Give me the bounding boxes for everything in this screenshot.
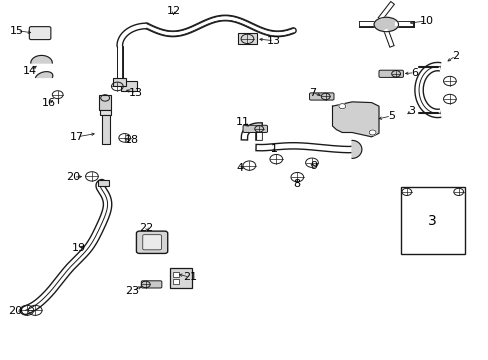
FancyBboxPatch shape [141,281,162,288]
Text: 21: 21 [183,272,196,282]
FancyBboxPatch shape [173,279,179,284]
FancyBboxPatch shape [100,110,111,115]
Text: 9: 9 [310,161,317,171]
Text: 12: 12 [166,6,180,16]
Text: 2: 2 [451,51,458,61]
Ellipse shape [373,17,398,32]
Text: 10: 10 [419,16,432,26]
Text: 20: 20 [66,172,80,182]
Text: 19: 19 [72,243,86,253]
FancyBboxPatch shape [400,187,464,254]
Text: 14: 14 [23,66,37,76]
Text: 3: 3 [407,106,414,116]
Text: 16: 16 [42,98,56,108]
FancyBboxPatch shape [243,125,267,132]
FancyBboxPatch shape [98,180,108,186]
Text: 18: 18 [125,135,139,145]
FancyBboxPatch shape [113,78,126,86]
Text: 7: 7 [309,88,316,98]
Polygon shape [351,140,361,158]
Polygon shape [36,72,53,77]
Text: 20: 20 [9,306,22,316]
Text: 8: 8 [293,179,300,189]
Text: 17: 17 [70,132,84,142]
FancyBboxPatch shape [173,272,179,277]
Text: 6: 6 [410,68,417,78]
Text: 1: 1 [271,144,278,154]
FancyBboxPatch shape [378,70,403,77]
Text: 3: 3 [427,213,436,228]
FancyBboxPatch shape [170,268,192,288]
Text: 13: 13 [129,88,142,98]
Text: 11: 11 [236,117,249,127]
FancyBboxPatch shape [136,231,167,253]
FancyBboxPatch shape [237,33,257,44]
FancyBboxPatch shape [102,115,109,144]
FancyBboxPatch shape [309,93,333,100]
Text: 13: 13 [266,36,280,46]
FancyBboxPatch shape [142,235,161,250]
Text: 4: 4 [236,163,243,174]
FancyBboxPatch shape [99,95,111,110]
Circle shape [368,130,375,135]
Circle shape [338,104,345,109]
Text: 22: 22 [139,222,154,233]
Polygon shape [332,102,378,137]
FancyBboxPatch shape [29,27,51,40]
Polygon shape [31,55,52,63]
Text: 15: 15 [10,26,24,36]
Text: 5: 5 [387,111,394,121]
FancyBboxPatch shape [121,81,137,91]
Text: 23: 23 [125,286,139,296]
